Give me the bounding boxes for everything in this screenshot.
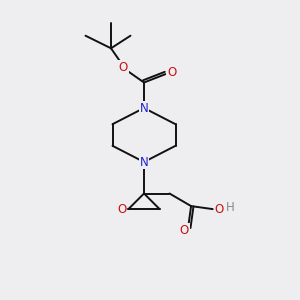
Text: O: O: [167, 66, 176, 79]
Text: N: N: [140, 101, 148, 115]
Text: H: H: [226, 201, 235, 214]
Text: O: O: [118, 61, 127, 74]
Text: N: N: [140, 155, 148, 169]
Text: O: O: [215, 202, 224, 216]
Text: O: O: [117, 202, 126, 216]
Text: O: O: [180, 224, 189, 237]
